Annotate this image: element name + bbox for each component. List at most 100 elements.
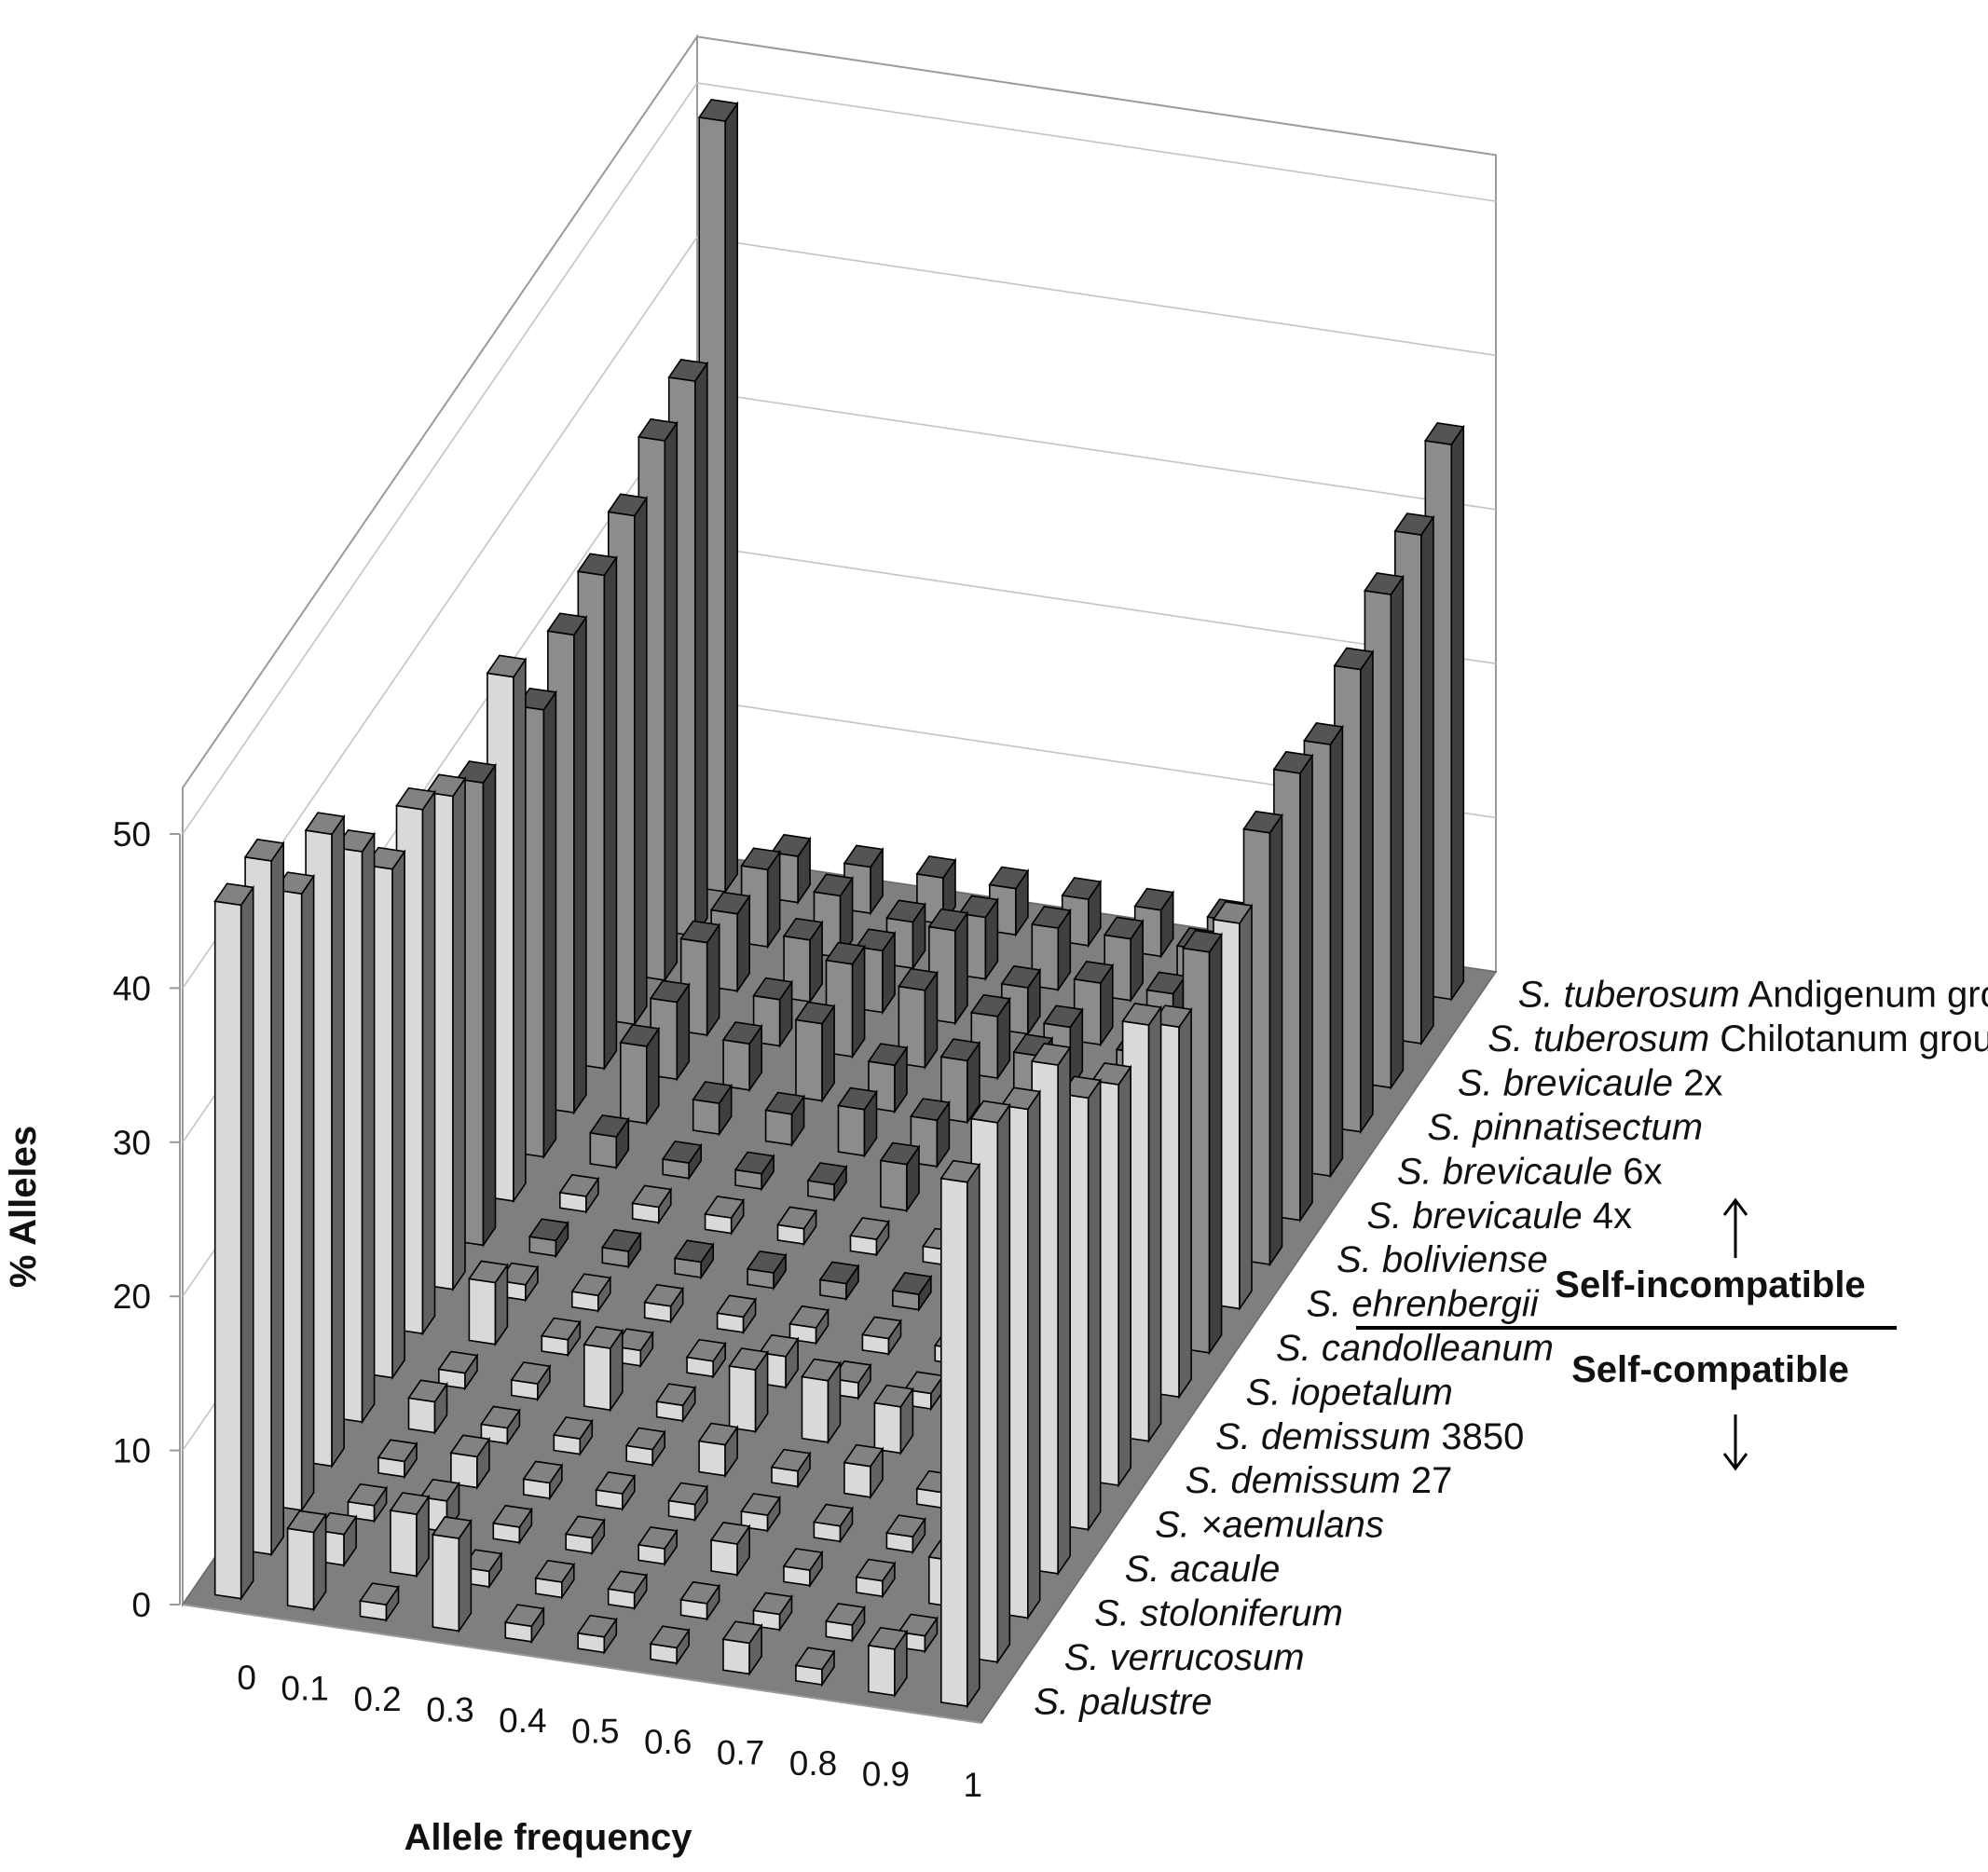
z-tick-label: 40 xyxy=(113,969,151,1007)
species-name: S. demissum xyxy=(1215,1416,1431,1457)
species-name: S. tuberosum xyxy=(1488,1018,1709,1059)
bar-top-face xyxy=(679,920,721,944)
bar-side-face xyxy=(851,944,866,1059)
bar-top-face xyxy=(624,1427,666,1451)
bar xyxy=(801,1358,842,1445)
bar-top-face xyxy=(510,1361,552,1385)
bar-top-face xyxy=(885,1514,926,1538)
bar xyxy=(552,1416,594,1457)
bar-top-face xyxy=(1121,1003,1162,1026)
bar-top-face xyxy=(546,612,588,636)
species-name: S. candolleanum xyxy=(1276,1328,1554,1369)
bar-side-face xyxy=(996,1102,1011,1665)
bar-front-face xyxy=(795,1018,823,1102)
bar-side-face xyxy=(361,831,376,1425)
bar-top-face xyxy=(740,1493,781,1516)
bar-top-face xyxy=(407,1379,448,1403)
species-name: S. palustre xyxy=(1034,1681,1212,1722)
bar-top-face xyxy=(1000,1086,1042,1111)
species-label: S. brevicaule 6x xyxy=(1397,1151,1663,1192)
bar-top-face xyxy=(1393,512,1435,536)
bar xyxy=(898,967,939,1071)
bar-top-face xyxy=(782,917,824,941)
x-tick-label: 0 xyxy=(237,1659,256,1697)
bar-top-face xyxy=(861,1316,902,1340)
bar-side-face xyxy=(1027,1088,1041,1620)
species-label: S. tuberosum Andigenum group 2x xyxy=(1518,975,1988,1016)
bar xyxy=(1133,887,1175,959)
bar-top-face xyxy=(806,1162,848,1186)
bar-top-face xyxy=(667,1482,709,1506)
bar-top-face xyxy=(939,1038,981,1062)
bar xyxy=(969,993,1011,1081)
species-suffix: 27 xyxy=(1401,1460,1453,1501)
bar-side-face xyxy=(1420,514,1434,1046)
bar-top-face xyxy=(643,1283,685,1307)
bar-side-face xyxy=(1239,903,1253,1311)
bar-top-face xyxy=(437,1350,479,1374)
bar-top-face xyxy=(704,1196,746,1219)
bar-side-face xyxy=(1268,813,1283,1267)
bar-side-face xyxy=(458,1518,473,1633)
bar xyxy=(595,1471,637,1512)
bar-top-face xyxy=(837,1086,878,1111)
bar-side-face xyxy=(967,1162,980,1709)
bar-top-face xyxy=(619,1023,661,1047)
bar-top-face xyxy=(752,977,793,1001)
bar-top-face xyxy=(891,1272,933,1295)
species-name: S. brevicaule xyxy=(1397,1151,1612,1192)
bar-top-face xyxy=(692,1081,734,1104)
gridline xyxy=(182,82,1497,835)
bar-top-face xyxy=(1030,906,1072,929)
bar-top-face xyxy=(1133,887,1175,911)
bar xyxy=(867,1626,909,1699)
bar-top-face xyxy=(867,1626,909,1650)
bar-top-face xyxy=(486,654,528,678)
bar-top-face xyxy=(1423,422,1465,445)
bar-top-face xyxy=(969,993,1011,1018)
x-tick-label: 0.3 xyxy=(426,1690,473,1729)
bar xyxy=(600,1228,642,1269)
bar-top-face xyxy=(915,855,957,879)
bar xyxy=(468,1260,509,1347)
bar xyxy=(770,1448,812,1489)
bar xyxy=(359,1582,400,1623)
bar-side-face xyxy=(1117,1064,1131,1488)
species-name: S. verrucosum xyxy=(1064,1637,1305,1678)
bar-top-face xyxy=(576,553,618,577)
bar-top-face xyxy=(939,1159,981,1183)
x-tick-label: 0.7 xyxy=(717,1734,764,1772)
bar-top-face xyxy=(576,1614,618,1638)
bar-front-face xyxy=(801,1375,829,1443)
bar-side-face xyxy=(1087,1077,1102,1532)
bar xyxy=(794,1647,836,1688)
bar-top-face xyxy=(679,1580,720,1605)
z-axis-ticks: 0 10 20 30 40 50 xyxy=(113,815,181,1624)
self-compatible-label: Self-compatible xyxy=(1571,1349,1849,1390)
bar xyxy=(830,1360,872,1401)
bar xyxy=(843,1443,884,1500)
bar xyxy=(407,1379,448,1436)
bar-side-face xyxy=(573,614,587,1115)
x-tick-label: 0.4 xyxy=(499,1701,546,1740)
bar-front-face xyxy=(692,1099,720,1136)
bar xyxy=(939,1159,981,1709)
bar xyxy=(631,1184,673,1225)
bar-top-face xyxy=(540,1317,582,1341)
bar xyxy=(818,1261,860,1302)
bar xyxy=(716,1294,757,1335)
bar-top-face xyxy=(697,1422,739,1446)
bar-side-face xyxy=(270,840,285,1557)
bar xyxy=(806,1162,848,1203)
bar xyxy=(825,941,866,1059)
bar-top-face xyxy=(600,1228,642,1252)
species-label: S. pinnatisectum xyxy=(1427,1107,1703,1148)
bar-top-face xyxy=(716,1294,757,1319)
bar xyxy=(873,1384,914,1455)
bar-top-face xyxy=(1000,964,1042,989)
bar xyxy=(825,1603,866,1644)
bar-side-face xyxy=(724,101,739,895)
bar-top-face xyxy=(637,417,679,442)
bar-front-face xyxy=(589,1131,618,1169)
